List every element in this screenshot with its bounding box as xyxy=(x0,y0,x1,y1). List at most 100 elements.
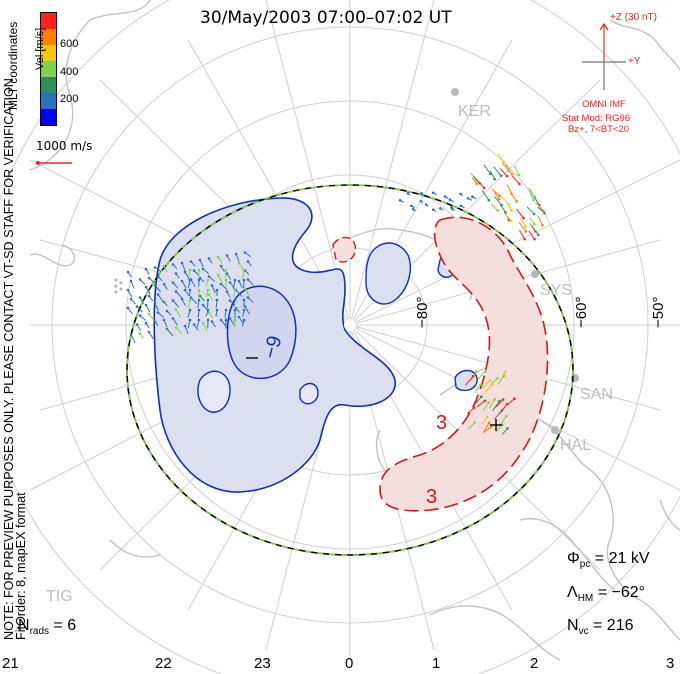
vector-origin xyxy=(496,376,499,380)
velocity-vector xyxy=(148,313,155,322)
station-label-san: SAN xyxy=(580,386,613,403)
colorbar-segment xyxy=(41,61,56,77)
vector-origin xyxy=(207,311,211,314)
nrads-symbol: N xyxy=(18,617,30,634)
velocity-vector xyxy=(215,299,218,308)
positive-potential-cell xyxy=(332,216,549,512)
velocity-vector xyxy=(495,399,504,408)
velocity-vector xyxy=(157,294,164,303)
vector-origin xyxy=(466,197,470,200)
latitude-label-60: −60° xyxy=(573,296,590,328)
velocity-vector xyxy=(187,319,191,329)
vector-origin xyxy=(522,216,525,220)
vector-origin xyxy=(233,278,237,282)
station-label-sys: SYS xyxy=(540,282,573,299)
vector-origin xyxy=(228,281,232,284)
velocity-vector xyxy=(247,279,254,286)
vector-origin xyxy=(234,306,238,310)
vector-origin xyxy=(410,204,413,208)
vector-origin xyxy=(246,278,250,281)
pole-marker xyxy=(344,319,356,331)
hm-boundary-latitude: ΛHM = −62° xyxy=(567,584,645,604)
vector-origin xyxy=(242,298,246,302)
vector-origin xyxy=(156,275,160,278)
vector-origin xyxy=(224,318,228,322)
scale-vector-arrow xyxy=(36,161,72,165)
vector-origin xyxy=(225,254,229,257)
vector-origin xyxy=(183,270,187,274)
mlt-label-0: 0 xyxy=(345,655,354,672)
velocity-vector xyxy=(500,195,510,205)
vector-origin xyxy=(459,192,462,196)
velocity-vector xyxy=(211,285,216,294)
vector-origin xyxy=(207,275,211,278)
velocity-vector xyxy=(504,164,513,175)
vector-origin xyxy=(215,308,219,312)
velocity-vector xyxy=(537,215,543,226)
vector-origin xyxy=(135,305,139,308)
vector-origin xyxy=(219,318,223,322)
vector-origin xyxy=(206,288,210,292)
vector-origin xyxy=(228,317,232,320)
vector-origin xyxy=(487,401,491,404)
vector-origin xyxy=(207,257,211,260)
velocity-vector xyxy=(172,318,178,326)
vector-origin xyxy=(180,261,184,265)
velocity-vector xyxy=(534,196,540,206)
velocity-vector xyxy=(481,190,490,201)
vector-origin xyxy=(459,204,463,208)
station-label-hal: HAL xyxy=(560,437,592,454)
vector-origin xyxy=(180,297,184,301)
vector-origin xyxy=(439,207,442,210)
vector-origin xyxy=(144,285,148,289)
velocity-vector xyxy=(497,375,505,385)
velocity-vector xyxy=(507,203,512,211)
vector-origin xyxy=(171,263,175,266)
velocity-vector xyxy=(526,206,535,215)
velocity-vector xyxy=(500,204,506,213)
velocity-vector xyxy=(513,165,520,176)
velocity-vector xyxy=(471,177,478,185)
vector-origin xyxy=(192,323,196,326)
velocity-vector xyxy=(510,193,518,202)
vector-count: Nvc = 216 xyxy=(567,617,634,637)
vector-origin xyxy=(138,278,142,281)
colorbar-segment xyxy=(41,45,56,61)
mlt-label-22: 22 xyxy=(155,655,172,672)
imf-dial xyxy=(582,22,626,90)
velocity-colorbar xyxy=(40,12,57,126)
vector-origin xyxy=(524,230,528,233)
lambda-value: = −62° xyxy=(597,584,646,601)
velocity-vector xyxy=(491,203,499,212)
vector-origin xyxy=(201,267,205,271)
vector-origin xyxy=(188,278,192,282)
velocity-vector xyxy=(148,277,156,284)
velocity-vector xyxy=(477,180,485,189)
scale-vector-label: 1000 m/s xyxy=(36,139,93,153)
vector-origin xyxy=(215,288,219,292)
vector-origin xyxy=(206,308,210,312)
vector-origin xyxy=(197,308,201,312)
vector-origin xyxy=(242,278,246,282)
vector-origin xyxy=(518,182,521,186)
velocity-vector xyxy=(224,309,227,319)
radar-count: Nrads = 6 xyxy=(18,617,76,637)
vector-origin xyxy=(233,288,237,292)
mlt-label-21: 21 xyxy=(2,655,19,672)
mlt-axis: 21 22 23 0 1 2 3 xyxy=(0,655,680,674)
vector-origin xyxy=(398,198,402,202)
colorbar-segment xyxy=(41,109,56,125)
vector-origin xyxy=(243,251,247,254)
vector-origin xyxy=(475,370,478,373)
velocity-vector xyxy=(175,327,183,335)
velocity-vector xyxy=(477,370,487,380)
velocity-vectors xyxy=(126,153,546,435)
mlt-label-23: 23 xyxy=(254,655,271,672)
vector-origin xyxy=(129,333,133,337)
vector-origin xyxy=(198,276,202,280)
velocity-vector xyxy=(244,306,250,315)
lambda-subscript: HM xyxy=(577,593,594,605)
vector-origin xyxy=(246,296,250,299)
mlt-label-1: 1 xyxy=(432,655,441,672)
vector-origin xyxy=(201,321,205,325)
